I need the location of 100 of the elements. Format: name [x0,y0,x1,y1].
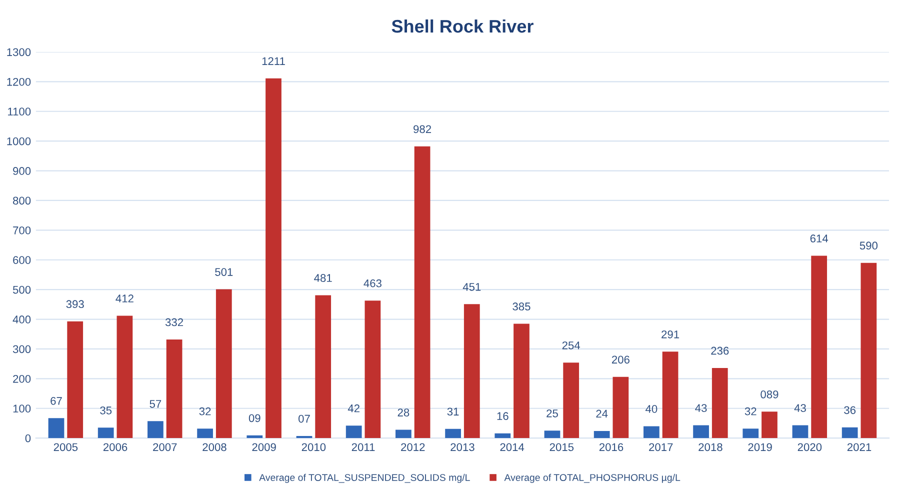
bar [166,339,182,438]
bar [216,289,232,438]
bar [116,316,133,438]
x-tick-label: 2017 [649,443,673,452]
legend-label: Average of TOTAL_PHOSPHORUS µg/L [504,474,680,483]
data-label: 385 [512,302,530,310]
y-tick-label: 1000 [7,137,31,146]
x-tick-label: 2015 [550,443,574,452]
x-tick-label: 2009 [252,443,276,452]
y-tick-label: 1300 [7,48,31,56]
bar [197,428,213,438]
data-label: 451 [462,283,481,291]
bar [792,425,808,438]
x-tick-label: 2012 [401,443,425,452]
data-label: 31 [447,408,459,416]
bar [414,146,430,438]
bar [396,430,412,438]
y-tick-label: 1200 [7,78,31,86]
bar [48,418,64,438]
bar [494,433,511,438]
data-label: 254 [562,341,580,350]
y-tick-label: 900 [13,167,31,175]
x-tick-label: 2018 [698,443,722,452]
y-tick-label: 500 [12,286,31,294]
data-label: 501 [215,268,233,276]
bar [811,256,828,438]
bar [860,262,877,438]
data-label: 40 [646,405,658,413]
data-label: 07 [298,414,310,423]
bar [662,352,678,438]
bar [842,427,858,438]
bar [594,430,610,438]
bar [612,376,629,438]
bar [644,426,660,438]
data-label: 1211 [262,57,285,65]
bar [346,426,362,438]
y-tick-label: 400 [12,316,31,324]
x-tick-label: 2008 [202,443,226,452]
bar [544,430,560,438]
bar [246,435,263,438]
bar [712,368,728,438]
x-tick-label: 2005 [54,443,78,452]
data-label: 590 [860,242,878,250]
data-label: 982 [414,125,432,134]
y-tick-label: 800 [13,196,31,205]
bar [445,428,461,438]
legend-label: Average of TOTAL_SUSPENDED_SOLIDS mg/L [259,474,470,483]
bar [742,428,759,438]
data-label: 463 [364,279,382,288]
data-label: 28 [398,408,410,416]
data-label: 32 [199,407,211,416]
data-label: 35 [100,406,112,414]
x-tick-label: 2016 [599,443,624,452]
data-label: 393 [66,300,84,308]
bar [514,324,530,438]
x-tick-label: 2013 [450,443,474,452]
data-label: 43 [695,404,707,412]
data-label: 206 [612,356,630,364]
data-label: 481 [314,274,332,282]
x-tick-label: 2010 [302,443,326,452]
bar [693,425,709,438]
data-label: 36 [844,406,856,414]
data-label: 412 [116,294,134,302]
data-label: 43 [794,404,806,412]
data-label: 67 [50,397,62,405]
bar [563,362,580,438]
data-label: 16 [497,412,508,420]
x-tick-label: 2006 [103,443,128,452]
x-tick-label: 2011 [352,443,375,452]
bar [266,78,282,438]
x-tick-label: 2020 [798,443,822,452]
y-tick-label: 0 [25,434,31,442]
bar [762,412,778,438]
bar [296,436,312,438]
bar [148,421,164,438]
data-label: 25 [546,409,558,418]
y-tick-label: 700 [13,226,31,234]
x-tick-label: 2021 [847,443,872,452]
bar [67,321,84,438]
data-label: 291 [662,330,680,338]
data-label: 332 [165,318,184,326]
data-label: 614 [810,234,828,242]
bar [364,300,381,438]
chart-title: Shell Rock River [392,19,534,33]
data-label: 32 [744,407,756,416]
bar [315,295,332,438]
x-tick-label: 2007 [153,443,177,452]
y-tick-label: 300 [12,345,31,354]
data-label: 42 [348,404,360,412]
y-tick-label: 200 [13,374,31,383]
data-label: 24 [596,410,608,418]
x-tick-label: 2014 [500,443,524,452]
y-tick-label: 600 [13,256,31,264]
data-label: 09 [248,414,260,422]
data-label: 089 [760,390,778,398]
data-label: 57 [150,400,162,408]
y-tick-label: 1100 [8,108,31,116]
bar [464,304,480,438]
y-tick-label: 100 [13,404,31,413]
data-label: 236 [711,346,729,355]
